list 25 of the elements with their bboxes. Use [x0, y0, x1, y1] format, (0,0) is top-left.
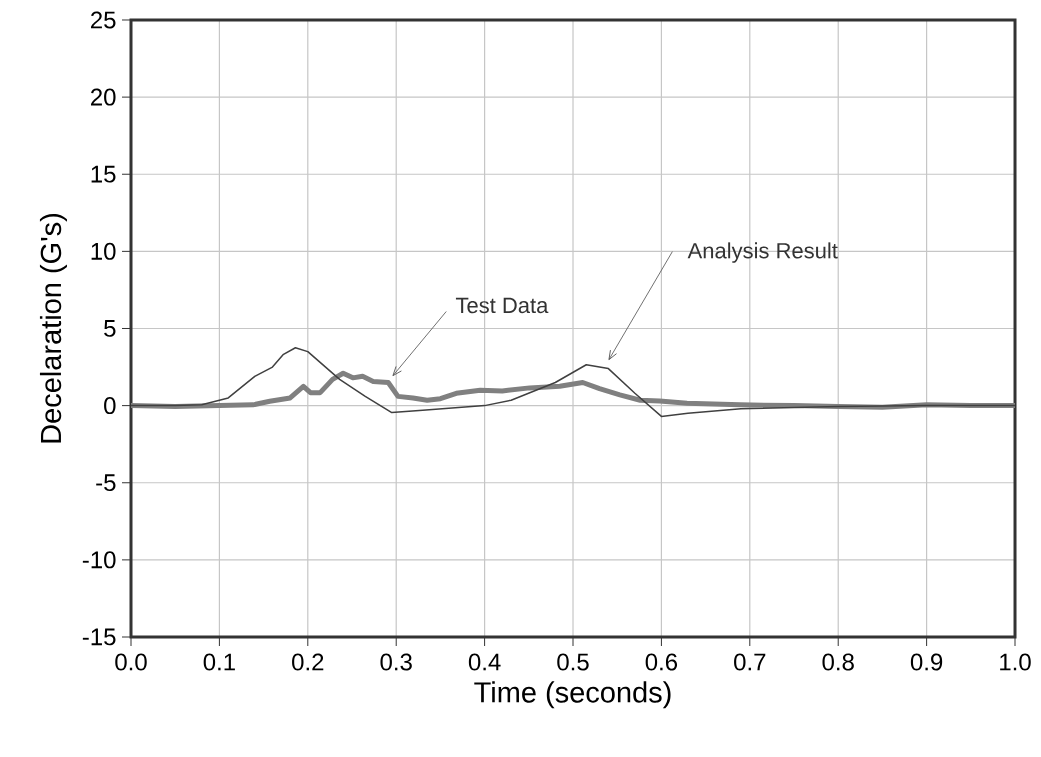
x-tick-label: 0.6 — [645, 653, 678, 671]
x-tick-label: 0.3 — [380, 653, 412, 671]
y-axis-title: Decelaration (G's) — [39, 213, 67, 443]
line-series — [131, 347, 1016, 418]
y-tick-label: 20 — [90, 88, 116, 106]
y-tick-label: 15 — [91, 165, 116, 183]
x-tick-label: 0.5 — [557, 653, 589, 671]
y-tick-label: -10 — [82, 551, 116, 569]
y-tick-label: 10 — [91, 242, 116, 260]
annotation: Test Data — [455, 297, 549, 314]
y-tick-label: 25 — [90, 11, 116, 29]
y-tick-label: -5 — [96, 474, 116, 492]
x-tick-label: 0.7 — [734, 653, 766, 671]
y-tick-label: 0 — [104, 397, 116, 415]
x-tick-label: 1.0 — [1000, 653, 1031, 671]
x-tick-label: 0.1 — [203, 653, 235, 671]
x-tick-label: 0.4 — [468, 653, 501, 671]
x-tick-label: 0.8 — [822, 653, 854, 671]
x-axis-title: Time (seconds) — [474, 681, 671, 709]
annotation: Analysis Result — [687, 242, 838, 263]
y-tick-label: 5 — [104, 320, 116, 337]
x-tick-label: 0.0 — [115, 653, 147, 671]
x-tick-label: 0.2 — [292, 653, 324, 671]
y-tick-label: -15 — [82, 628, 116, 646]
x-tick-label: 0.9 — [910, 653, 943, 671]
